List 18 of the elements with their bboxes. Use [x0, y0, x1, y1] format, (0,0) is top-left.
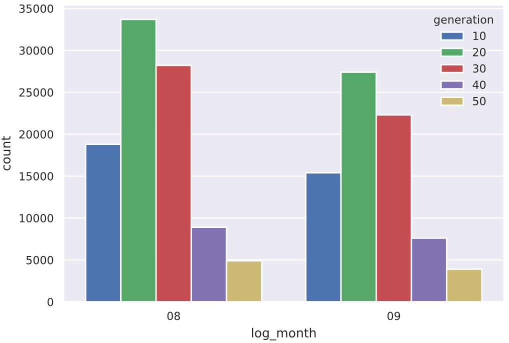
y-tick-label: 30000 [19, 46, 54, 55]
legend-label: 50 [473, 96, 486, 106]
y-tick-label: 35000 [19, 4, 54, 13]
y-axis-title: count [2, 136, 11, 170]
y-tick-label: 20000 [19, 130, 54, 139]
y-tick-label: 15000 [20, 172, 54, 180]
y-tick-label: 10000 [20, 214, 54, 222]
y-tick-label: 5000 [26, 256, 54, 264]
legend-label: 40 [472, 80, 486, 89]
x-axis-title: log_month [252, 328, 316, 340]
y-tick-label: 25000 [19, 88, 54, 97]
legend-label: 10 [473, 32, 486, 40]
x-tick-label: 09 [388, 312, 400, 320]
legend-label: 30 [473, 64, 486, 73]
y-tick-label: 0 [48, 298, 54, 306]
legend-label: 20 [472, 48, 486, 56]
legend-title: generation [434, 15, 493, 26]
x-tick-label: 08 [167, 312, 180, 320]
